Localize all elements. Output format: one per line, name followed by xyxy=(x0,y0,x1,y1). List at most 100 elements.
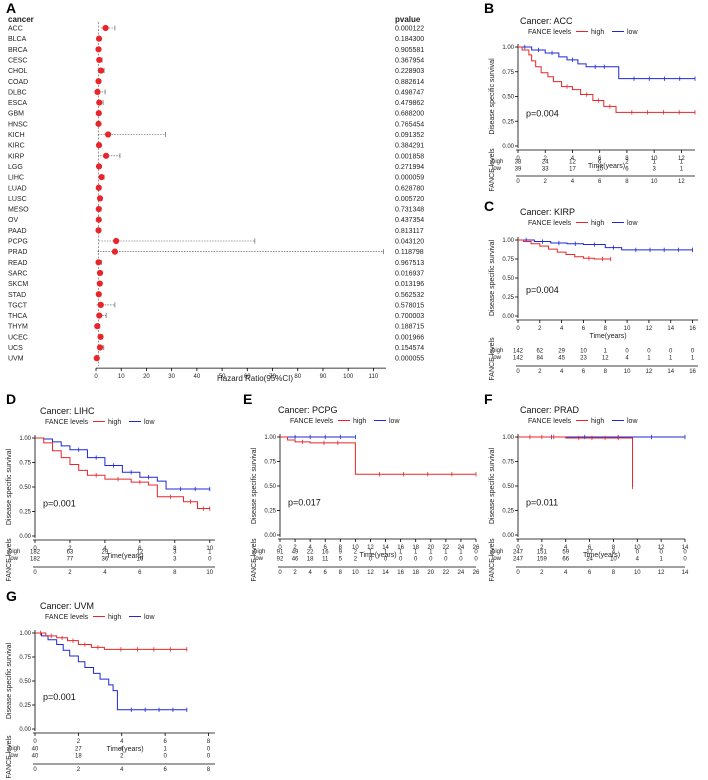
forest-cancer-label: PCPG xyxy=(8,239,28,246)
km-x-tick-label: 0 xyxy=(516,545,520,551)
km-risk-low-count: 36 xyxy=(102,557,109,563)
km-risk-high-count: 151 xyxy=(537,550,548,556)
km-x-tick-label: 10 xyxy=(651,156,658,162)
forest-x-tick-label: 70 xyxy=(269,374,276,380)
forest-x-tick-label: 90 xyxy=(320,374,327,380)
km-risk-row-label-high: high xyxy=(492,549,503,555)
km-y-tick-label: 0.75 xyxy=(19,461,31,467)
km-risk-low-count: 3 xyxy=(173,557,177,563)
km-legend-title: FANCE levels xyxy=(528,220,572,227)
km-legend-title: FANCE levels xyxy=(290,418,334,425)
km-y-tick-label: 1.00 xyxy=(264,435,276,441)
km-high-curve xyxy=(280,436,476,475)
km-high-curve xyxy=(518,239,611,260)
km-y-tick-label: 0.75 xyxy=(264,460,276,466)
km-risk-low-count: 142 xyxy=(513,356,524,362)
km-legend-title: FANCE levels xyxy=(45,614,89,621)
km-x-tick-label: 8 xyxy=(604,326,608,332)
km-risk-high-count: 247 xyxy=(513,550,524,556)
forest-x-tick-label: 40 xyxy=(194,374,201,380)
km-risk-row-label-high: high xyxy=(9,549,20,555)
km-risk-x-tick-label: 4 xyxy=(560,369,564,375)
km-y-tick-label: 0.75 xyxy=(502,257,514,263)
km-y-tick-label: 0.00 xyxy=(502,144,514,150)
km-risk-high-count: 40 xyxy=(32,747,39,753)
forest-pvalue: 0.188715 xyxy=(395,324,424,331)
km-risk-x-tick-label: 0 xyxy=(516,179,520,185)
km-x-tick-label: 26 xyxy=(473,545,480,551)
forest-point xyxy=(95,78,102,85)
km-risk-high-count: 1 xyxy=(208,550,212,556)
km-x-tick-label: 6 xyxy=(582,326,586,332)
km-x-tick-label: 2 xyxy=(68,546,72,552)
forest-pvalue: 0.688200 xyxy=(395,111,424,118)
km-risk-x-tick-label: 16 xyxy=(397,570,404,576)
km-risk-row-label-low: low xyxy=(492,355,502,361)
km-x-tick-label: 10 xyxy=(634,545,641,551)
km-risk-x-tick-label: 8 xyxy=(612,570,616,576)
km-risk-high-count: 0 xyxy=(683,550,687,556)
forest-cancer-label: DLBC xyxy=(8,89,27,96)
km-risk-x-tick-label: 4 xyxy=(308,570,312,576)
km-risk-low-count: 10 xyxy=(610,557,617,563)
km-legend-low-label: low xyxy=(389,418,400,425)
forest-x-tick-label: 80 xyxy=(294,374,301,380)
forest-point xyxy=(98,174,105,181)
km-low-curve xyxy=(35,437,210,490)
forest-x-axis-label: Hazard Ratio(95%CI) xyxy=(217,374,293,383)
km-risk-high-count: 0 xyxy=(659,550,663,556)
km-risk-x-tick-label: 18 xyxy=(412,570,419,576)
km-risk-x-tick-label: 8 xyxy=(207,767,211,773)
km-pvalue: p=0.001 xyxy=(43,499,76,509)
km-risk-x-tick-label: 10 xyxy=(206,570,213,576)
km-x-tick-label: 14 xyxy=(382,545,389,551)
km-risk-low-count: 0 xyxy=(384,557,388,563)
km-pvalue: p=0.017 xyxy=(288,498,321,508)
forest-point xyxy=(93,355,100,362)
km-x-tick-label: 8 xyxy=(339,545,343,551)
km-risk-x-tick-label: 0 xyxy=(33,767,37,773)
forest-point xyxy=(111,248,119,255)
km-y-tick-label: 0.25 xyxy=(19,510,31,516)
km-risk-x-tick-label: 12 xyxy=(658,570,665,576)
km-legend-low-label: low xyxy=(627,220,638,227)
km-risk-low-count: 0 xyxy=(429,557,433,563)
forest-pvalue: 0.367954 xyxy=(395,57,424,64)
km-risk-high-count: 17 xyxy=(586,550,593,556)
km-risk-row-label-high: high xyxy=(492,348,503,354)
km-y-axis-label: Disease specific survival xyxy=(489,447,496,524)
km-risk-x-tick-label: 8 xyxy=(173,570,177,576)
km-risk-high-count: 63 xyxy=(67,550,74,556)
forest-header-cancer: cancer xyxy=(8,15,34,24)
km-risk-high-count: 24 xyxy=(542,160,549,166)
km-risk-high-count: 2 xyxy=(354,550,358,556)
forest-pvalue: 0.882614 xyxy=(395,79,424,86)
km-risk-x-tick-label: 12 xyxy=(367,570,374,576)
km-risk-y-axis-label: FANCE levels xyxy=(489,538,496,582)
km-risk-x-tick-label: 14 xyxy=(667,369,674,375)
km-x-tick-label: 18 xyxy=(412,545,419,551)
forest-point xyxy=(96,195,104,202)
km-y-tick-label: 1.00 xyxy=(502,45,514,51)
km-risk-x-tick-label: 10 xyxy=(624,369,631,375)
km-risk-high-count: 4 xyxy=(612,550,616,556)
km-risk-low-count: 18 xyxy=(307,557,314,563)
km-risk-x-tick-label: 26 xyxy=(473,570,480,576)
forest-cancer-label: KIRC xyxy=(8,143,25,150)
km-y-tick-label: 0.25 xyxy=(502,295,514,301)
km-x-tick-label: 16 xyxy=(397,545,404,551)
km-x-axis-label: Time(years) xyxy=(588,163,625,170)
km-risk-high-count: 29 xyxy=(558,349,565,355)
km-title: Cancer: PCPG xyxy=(278,405,338,415)
forest-cancer-label: GBM xyxy=(8,111,24,118)
km-risk-x-tick-label: 22 xyxy=(443,570,450,576)
panel-label-b: B xyxy=(484,0,494,16)
forest-cancer-label: ESCA xyxy=(8,100,27,107)
forest-point xyxy=(94,88,101,95)
km-x-tick-label: 12 xyxy=(658,545,665,551)
km-x-tick-label: 10 xyxy=(206,546,213,552)
km-risk-high-count: 0 xyxy=(669,349,673,355)
